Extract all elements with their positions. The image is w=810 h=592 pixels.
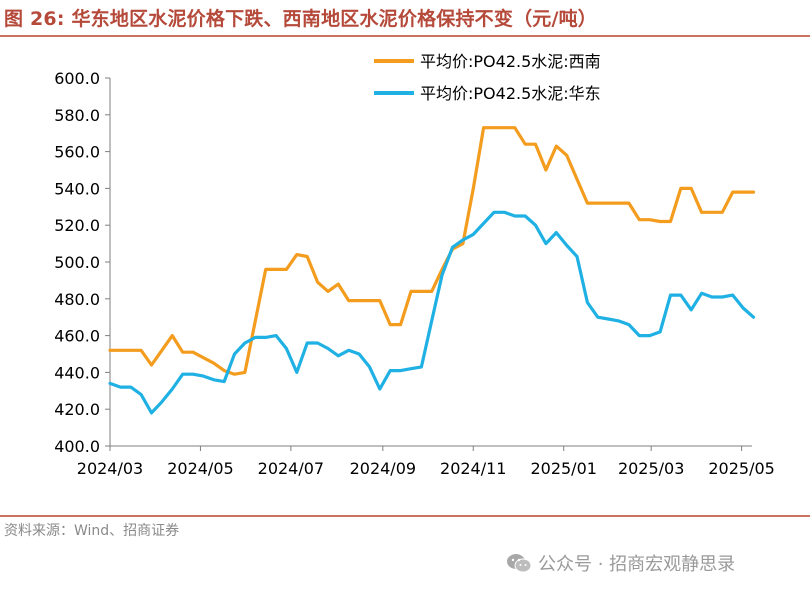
series-line-2	[108, 210, 756, 415]
chart-axes	[105, 77, 752, 451]
y-tick-label: 440.0	[54, 363, 100, 382]
y-tick-label: 460.0	[54, 327, 100, 346]
x-tick-label: 2024/03	[77, 459, 143, 478]
line-chart: 400.0 420.0 440.0 460.0 480.0 500.0 520.0 540.0…	[54, 52, 775, 478]
y-tick-label: 420.0	[54, 400, 100, 419]
x-tick-labels: 2024/03 2024/05 2024/07 2024/09 2024/11 2025/…	[77, 459, 775, 478]
x-tick-label: 2025/03	[618, 459, 684, 478]
y-tick-label: 500.0	[54, 253, 100, 272]
y-tick-label: 580.0	[54, 106, 100, 125]
x-tick-label: 2024/09	[350, 459, 416, 478]
y-tick-label: 560.0	[54, 143, 100, 162]
figure-title: 图 26: 华东地区水泥价格下跌、西南地区水泥价格保持不变（元/吨）	[4, 8, 598, 30]
footer-divider	[0, 515, 810, 517]
y-tick-label: 400.0	[54, 437, 100, 456]
x-tick-label: 2025/05	[708, 459, 774, 478]
legend-label-2: 平均价:PO42.5水泥:华东	[420, 84, 601, 103]
y-tick-label: 540.0	[54, 179, 100, 198]
x-tick-label: 2024/11	[440, 459, 506, 478]
x-tick-label: 2025/01	[530, 459, 596, 478]
y-tick-labels: 400.0 420.0 440.0 460.0 480.0 500.0 520.0 540.0…	[54, 69, 100, 456]
x-tick-label: 2024/07	[258, 459, 324, 478]
series-line-1	[108, 126, 756, 376]
y-tick-label: 520.0	[54, 216, 100, 235]
y-tick-label: 600.0	[54, 69, 100, 88]
y-tick-label: 480.0	[54, 290, 100, 309]
x-tick-label: 2024/05	[167, 459, 233, 478]
series-lines	[108, 126, 756, 415]
legend-label-1: 平均价:PO42.5水泥:西南	[420, 52, 601, 71]
watermark-text: 公众号 · 招商宏观静思录	[538, 554, 736, 575]
title-divider	[0, 35, 810, 37]
wechat-icon	[507, 554, 532, 573]
source-note: 资料来源：Wind、招商证券	[4, 523, 180, 539]
watermark: 公众号 · 招商宏观静思录	[506, 550, 735, 576]
